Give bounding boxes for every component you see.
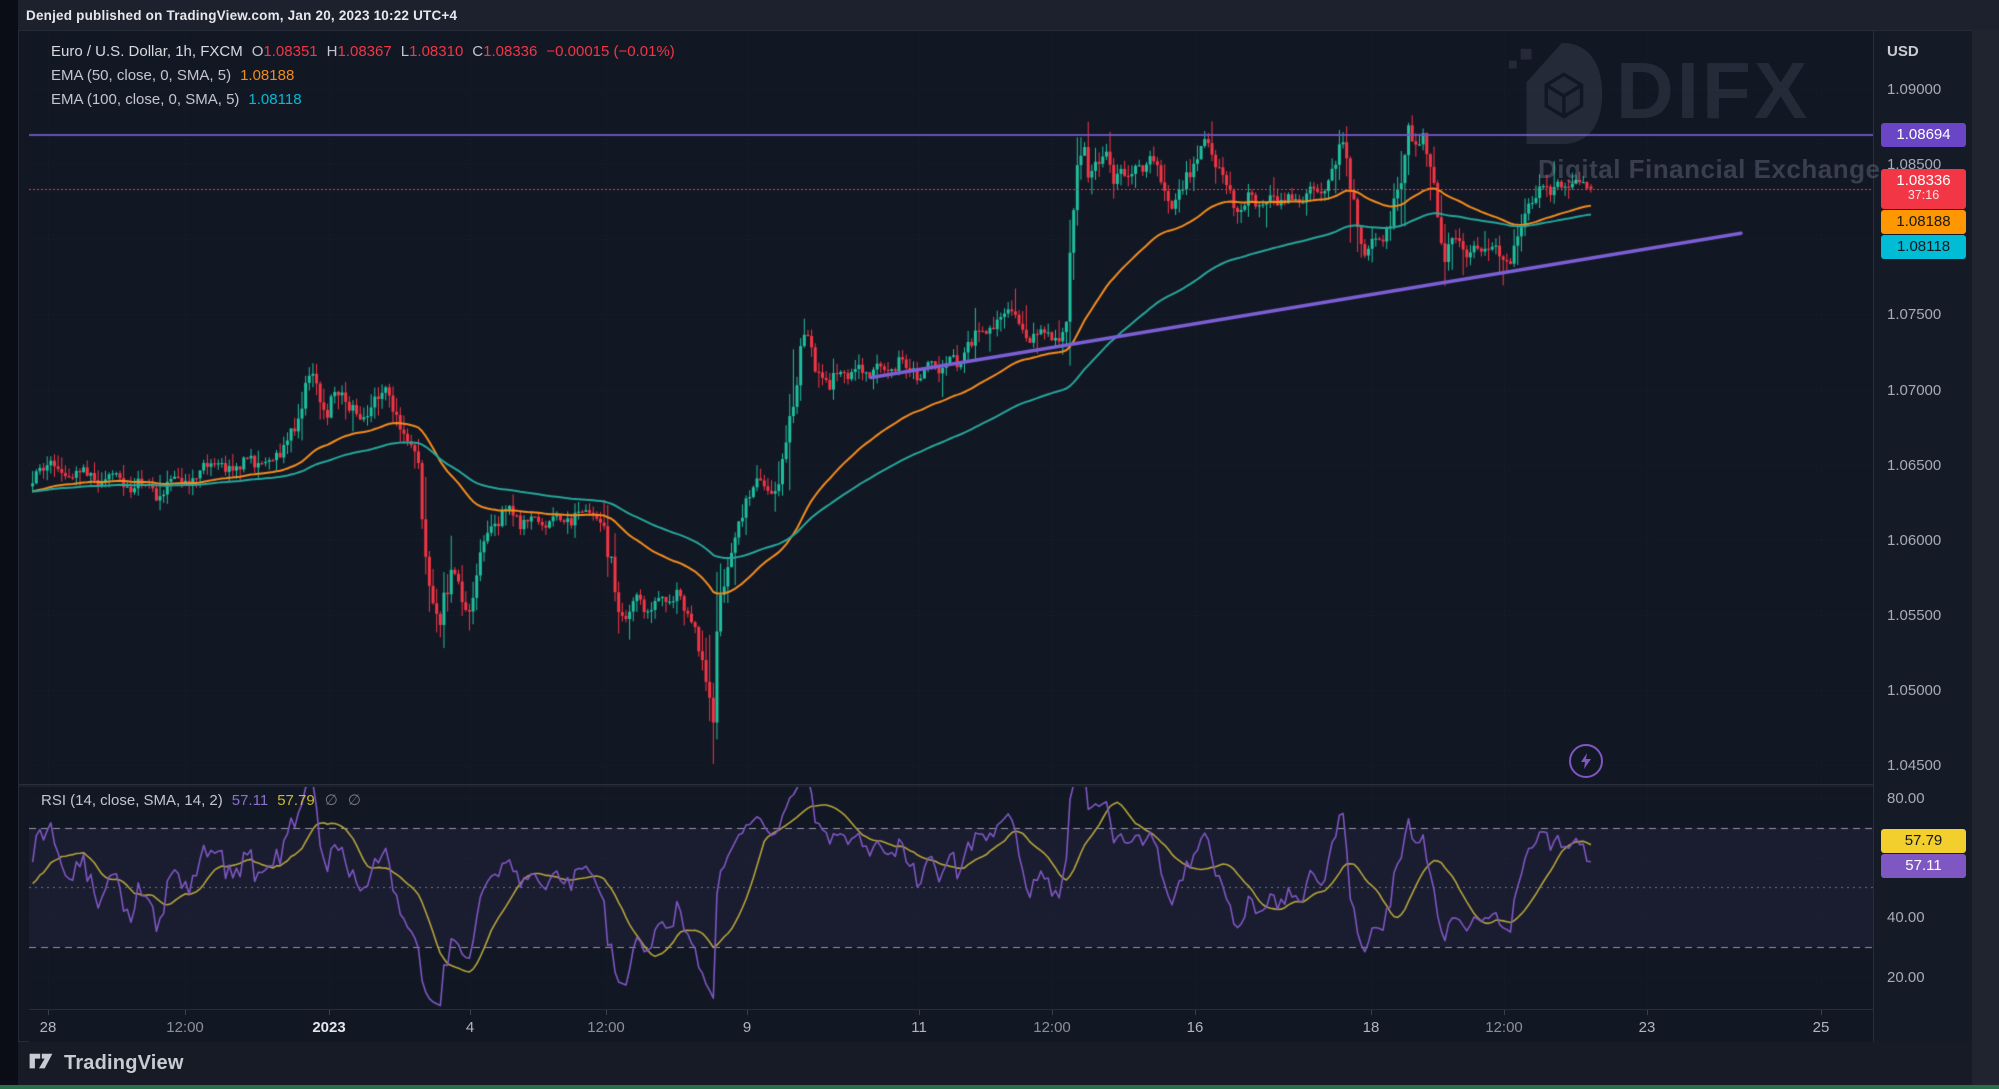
ema50-legend-row[interactable]: EMA (50, close, 0, SMA, 5) 1.08188 bbox=[51, 63, 675, 87]
time-axis-tick bbox=[48, 1010, 49, 1015]
symbol-title: Euro / U.S. Dollar, 1h, FXCM bbox=[51, 42, 243, 60]
rsi-pane[interactable]: RSI (14, close, SMA, 14, 2) 57.11 57.79 … bbox=[29, 787, 1873, 1009]
publish-header: Denjed published on TradingView.com, Jan… bbox=[18, 0, 1999, 30]
tradingview-logo-icon[interactable] bbox=[28, 1049, 54, 1078]
time-axis-label: 12:00 bbox=[587, 1019, 625, 1036]
price-badge: 1.08188 bbox=[1881, 209, 1966, 234]
ohlc-high-value: 1.08367 bbox=[337, 42, 392, 60]
ema50-value: 1.08188 bbox=[240, 66, 295, 84]
rsi-badge: 57.79 bbox=[1881, 829, 1966, 854]
chart-widget: DIFX Digital Financial Exchange Euro / U… bbox=[18, 30, 1973, 1043]
symbol-legend-row[interactable]: Euro / U.S. Dollar, 1h, FXCM O 1.08351 H… bbox=[51, 39, 675, 63]
rsi-chart-canvas[interactable] bbox=[29, 787, 1873, 1009]
time-axis-tick bbox=[185, 1010, 186, 1015]
time-axis-tick bbox=[747, 1010, 748, 1015]
time-axis-label: 12:00 bbox=[1485, 1019, 1523, 1036]
time-axis-label: 4 bbox=[465, 1019, 475, 1036]
ohlc-open-value: 1.08351 bbox=[263, 42, 318, 60]
time-axis-tick bbox=[1821, 1010, 1822, 1015]
price-tick-label: 1.09000 bbox=[1887, 81, 1942, 98]
rsi-tick-label: 80.00 bbox=[1887, 790, 1925, 807]
pane-separator[interactable] bbox=[19, 784, 1973, 787]
price-axis[interactable]: USD 1.09000 1.08500 1.07500 1.07000 1.06500 1… bbox=[1873, 31, 1973, 1043]
rsi-label: RSI (14, close, SMA, 14, 2) bbox=[41, 791, 223, 809]
time-axis-label: 12:00 bbox=[166, 1019, 204, 1036]
time-axis[interactable]: 28 12:00 2023 4 12:00 9 11 12:00 16 18 12:00 23 25 bbox=[29, 1009, 1873, 1043]
price-badge: 1.08336 37:16 bbox=[1881, 168, 1966, 209]
time-axis-tick bbox=[1052, 1010, 1053, 1015]
time-axis-tick bbox=[470, 1010, 471, 1015]
price-tick-label: 1.06500 bbox=[1887, 456, 1942, 474]
price-tick-label: 1.04500 bbox=[1887, 757, 1942, 775]
attribution-bar: TradingView bbox=[18, 1042, 1999, 1085]
left-margin bbox=[0, 0, 18, 1089]
legend: Euro / U.S. Dollar, 1h, FXCM O 1.08351 H… bbox=[51, 39, 675, 111]
price-tick-label: 1.06000 bbox=[1887, 531, 1942, 549]
ema100-value: 1.08118 bbox=[248, 90, 302, 108]
time-axis-tick bbox=[1504, 1010, 1505, 1015]
price-tick-label: 1.05500 bbox=[1887, 606, 1942, 624]
ohlc-open-label: O bbox=[251, 42, 264, 60]
price-chart-canvas[interactable] bbox=[29, 31, 1873, 784]
time-axis-label: 2023 bbox=[312, 1019, 346, 1036]
time-axis-tick bbox=[1371, 1010, 1372, 1015]
price-tick-label: 1.07500 bbox=[1887, 306, 1942, 324]
ema100-label: EMA (100, close, 0, SMA, 5) bbox=[51, 90, 240, 108]
ohlc-high-label: H bbox=[326, 42, 338, 60]
ohlc-low-label: L bbox=[400, 42, 410, 60]
hidden-series-icon: ∅ bbox=[347, 792, 361, 809]
right-margin bbox=[1972, 30, 1999, 1085]
hidden-series-icon: ∅ bbox=[324, 792, 338, 809]
bottom-edge-strip bbox=[0, 1085, 1999, 1089]
ohlc-close-label: C bbox=[472, 42, 484, 60]
publish-header-text: Denjed published on TradingView.com, Jan… bbox=[26, 7, 458, 23]
time-axis-label: 18 bbox=[1362, 1019, 1380, 1036]
ohlc-low-value: 1.08310 bbox=[409, 42, 464, 60]
rsi-tick-label: 20.00 bbox=[1887, 968, 1925, 986]
price-axis-currency: USD bbox=[1887, 43, 1919, 60]
rsi-value: 57.11 bbox=[231, 791, 269, 809]
rsi-legend-row[interactable]: RSI (14, close, SMA, 14, 2) 57.11 57.79 … bbox=[41, 791, 361, 810]
ema100-legend-row[interactable]: EMA (100, close, 0, SMA, 5) 1.08118 bbox=[51, 87, 675, 111]
change-value: −0.00015 (−0.01%) bbox=[546, 42, 675, 60]
time-axis-label: 23 bbox=[1638, 1019, 1656, 1036]
time-axis-tick bbox=[919, 1010, 920, 1015]
price-tick-label: 1.05000 bbox=[1887, 682, 1942, 700]
price-pane[interactable]: DIFX Digital Financial Exchange Euro / U… bbox=[29, 31, 1880, 784]
time-axis-label: 25 bbox=[1812, 1019, 1830, 1036]
price-tick-label: 1.07000 bbox=[1887, 381, 1942, 399]
time-axis-label: 28 bbox=[39, 1019, 57, 1036]
time-axis-tick bbox=[606, 1010, 607, 1015]
time-axis-tick bbox=[1195, 1010, 1196, 1015]
time-axis-label: 9 bbox=[742, 1019, 752, 1036]
flash-button[interactable] bbox=[1569, 744, 1603, 778]
time-axis-label: 12:00 bbox=[1033, 1019, 1071, 1036]
rsi-tick-label: 40.00 bbox=[1887, 909, 1925, 926]
ohlc-close-value: 1.08336 bbox=[483, 42, 538, 60]
time-axis-label: 16 bbox=[1186, 1019, 1204, 1036]
time-axis-label: 11 bbox=[911, 1019, 927, 1036]
lightning-icon bbox=[1581, 753, 1591, 769]
ema50-label: EMA (50, close, 0, SMA, 5) bbox=[51, 66, 232, 84]
price-badge: 1.08694 bbox=[1881, 122, 1966, 147]
price-badge: 1.08118 bbox=[1881, 234, 1966, 259]
tradingview-brand[interactable]: TradingView bbox=[64, 1052, 184, 1074]
time-axis-tick bbox=[1647, 1010, 1648, 1015]
time-axis-tick bbox=[329, 1010, 330, 1015]
rsi-badge: 57.11 bbox=[1881, 854, 1966, 879]
rsi-ma-value: 57.79 bbox=[277, 791, 315, 809]
